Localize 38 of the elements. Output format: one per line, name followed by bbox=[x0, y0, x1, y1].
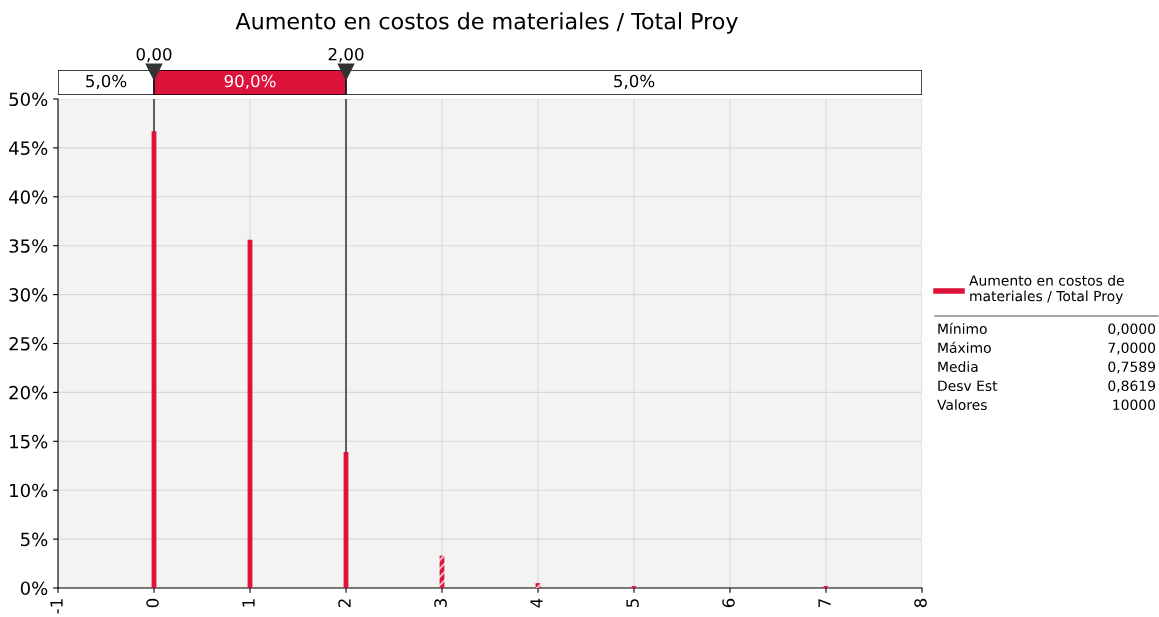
x-tick-label: -1 bbox=[50, 599, 63, 614]
y-tick-label: 15% bbox=[10, 434, 48, 449]
y-tick-label: 25% bbox=[9, 336, 48, 351]
text: Desv Est bbox=[938, 380, 998, 392]
text: Media bbox=[938, 361, 978, 373]
text: 5,0% bbox=[614, 74, 655, 90]
x-tick-label: 7 bbox=[818, 599, 831, 607]
y-tick-label: 40% bbox=[9, 190, 48, 204]
legend-label: Aumento en costos de materiales / Total Proy bbox=[969, 275, 1124, 304]
chart-title: Aumento en costos de materiales / Total Proy bbox=[235, 12, 738, 34]
ref-line-label: 2,00 bbox=[328, 47, 364, 63]
y-tick-label: 35% bbox=[9, 239, 48, 253]
x-tick-label: 2 bbox=[338, 599, 351, 608]
text: Mínimo bbox=[938, 322, 987, 335]
text: 0,0000 bbox=[1108, 323, 1156, 336]
x-tick-label: 8 bbox=[914, 598, 927, 608]
y-tick-label: 45% bbox=[9, 141, 48, 156]
x-tick-label: 4 bbox=[530, 598, 543, 608]
y-tick-label: 20% bbox=[9, 385, 48, 400]
text: Valores bbox=[937, 399, 987, 411]
text: 7,0000 bbox=[1108, 342, 1156, 355]
x-tick-label: 6 bbox=[722, 598, 735, 608]
y-tick-label: 0% bbox=[20, 581, 48, 596]
x-tick-label: 3 bbox=[434, 599, 447, 608]
text: 5,0% bbox=[86, 74, 127, 90]
y-tick-label: 30% bbox=[9, 288, 48, 302]
y-tick-label: 10% bbox=[10, 483, 48, 498]
x-tick-label: 5 bbox=[626, 599, 639, 608]
text: 10000 bbox=[1113, 399, 1156, 411]
text: 90,0% bbox=[224, 74, 276, 90]
x-tick-label: 1 bbox=[242, 599, 255, 607]
y-tick-label: 5% bbox=[21, 532, 48, 547]
ref-line-label: 0,00 bbox=[136, 47, 172, 63]
x-tick-label: 0 bbox=[146, 598, 159, 608]
text: 0,7589 bbox=[1108, 361, 1156, 374]
text: Máximo bbox=[938, 341, 991, 354]
text: 0,8619 bbox=[1108, 380, 1156, 393]
y-tick-label: 50% bbox=[9, 92, 48, 107]
